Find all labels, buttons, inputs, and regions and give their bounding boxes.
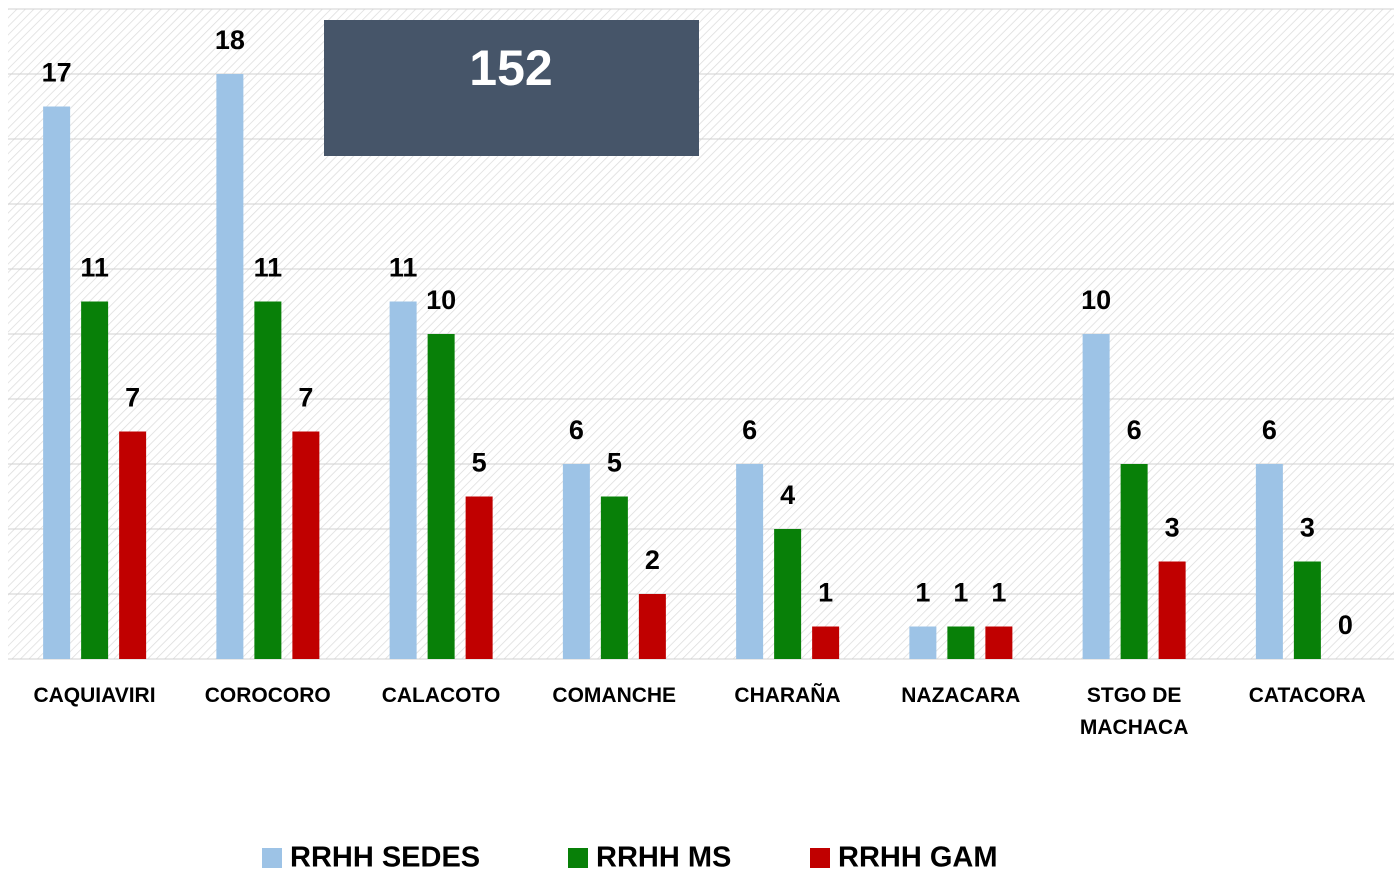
bar — [1120, 464, 1148, 659]
data-label: 1 — [915, 578, 930, 608]
bar — [389, 301, 417, 659]
bar — [736, 464, 764, 659]
x-tick-label: COROCORO — [204, 684, 331, 707]
bar — [1255, 464, 1283, 659]
bar — [947, 626, 975, 659]
data-label: 18 — [215, 25, 245, 55]
legend-swatch — [568, 848, 588, 868]
x-tick-label: NAZACARA — [901, 684, 1021, 707]
x-tick-label: CALACOTO — [381, 684, 501, 707]
bar — [562, 464, 590, 659]
bar — [216, 74, 244, 659]
bar — [119, 431, 147, 659]
bar — [774, 529, 802, 659]
data-label: 5 — [472, 448, 487, 478]
bar — [465, 496, 493, 659]
bar — [985, 626, 1013, 659]
bar — [812, 626, 840, 659]
data-label: 11 — [389, 253, 418, 283]
x-tick-label: CHARAÑA — [734, 684, 841, 707]
data-label: 0 — [1338, 610, 1353, 640]
x-tick-label: COMANCHE — [552, 684, 677, 707]
bar — [254, 301, 282, 659]
bar — [43, 106, 71, 659]
data-label: 17 — [42, 58, 72, 88]
bar — [427, 334, 455, 659]
x-tick-label: CATACORA — [1248, 684, 1366, 707]
data-label: 7 — [298, 383, 313, 413]
data-label: 10 — [1081, 285, 1111, 315]
bar — [909, 626, 937, 659]
data-label: 1 — [953, 578, 968, 608]
data-label: 6 — [1262, 415, 1277, 445]
x-tick-label: STGO DE MACHACA — [1079, 684, 1189, 739]
bar — [81, 301, 109, 659]
data-label: 1 — [818, 578, 833, 608]
data-label: 11 — [254, 253, 283, 283]
bar — [292, 431, 320, 659]
bar — [1293, 561, 1321, 659]
data-label: 6 — [569, 415, 584, 445]
bar — [1082, 334, 1110, 659]
x-tick-label: CAQUIAVIRI — [33, 684, 156, 707]
data-label: 7 — [125, 383, 140, 413]
annotation-box — [324, 20, 699, 156]
data-label: 10 — [426, 285, 456, 315]
bar — [1158, 561, 1186, 659]
legend-label: RRHH GAM — [838, 842, 998, 872]
data-label: 11 — [80, 253, 109, 283]
legend-label: RRHH SEDES — [290, 842, 480, 872]
data-label: 6 — [1127, 415, 1142, 445]
data-label: 3 — [1165, 513, 1180, 543]
legend-swatch — [810, 848, 830, 868]
data-label: 1 — [991, 578, 1006, 608]
data-label: 5 — [607, 448, 622, 478]
bar — [600, 496, 628, 659]
data-label: 3 — [1300, 513, 1315, 543]
data-label: 6 — [742, 415, 757, 445]
data-label: 2 — [645, 545, 660, 575]
data-label: 4 — [780, 480, 795, 510]
bar — [638, 594, 666, 659]
annotation: 152 — [469, 40, 552, 96]
legend-label: RRHH MS — [596, 842, 731, 872]
legend-swatch — [262, 848, 282, 868]
